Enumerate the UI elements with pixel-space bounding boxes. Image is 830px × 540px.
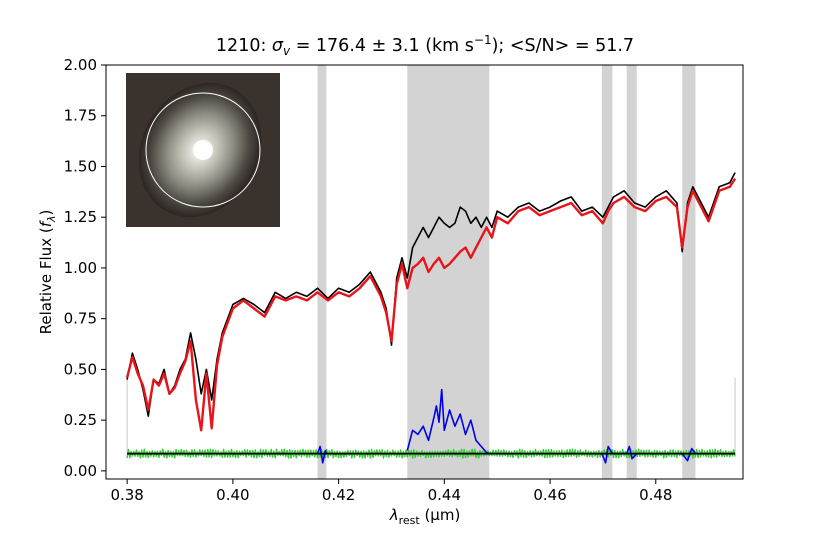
masked-region-1 — [407, 65, 490, 479]
masked-regions — [317, 65, 696, 479]
title-suffix: ); <S/N> = 51.7 — [492, 36, 634, 56]
ylabel-f: f — [37, 219, 55, 227]
series-residual-3 — [681, 447, 697, 462]
y-tick-label-3: 0.75 — [64, 310, 97, 328]
x-axis: 0.38 0.40 0.42 0.44 0.46 0.48 — [110, 479, 672, 504]
y-tick-label-4: 1.00 — [64, 259, 97, 277]
x-tick-label-1: 0.40 — [216, 486, 249, 504]
series-model-line — [125, 177, 737, 432]
galaxy-inset — [126, 73, 280, 227]
y-tick-label-2: 0.50 — [64, 360, 97, 378]
ylabel-sub: λ — [45, 216, 58, 224]
x-tick-label-0: 0.38 — [110, 486, 143, 504]
title-middle: = 176.4 ± 3.1 (km s — [290, 36, 474, 56]
plot-frame — [105, 64, 744, 480]
x-tick-label-5: 0.48 — [639, 486, 672, 504]
title-sigma: σ — [272, 36, 284, 56]
series-lines — [125, 172, 737, 464]
masked-region-4 — [682, 65, 696, 479]
xlabel-lambda: λ — [389, 506, 399, 524]
xlabel-sub: rest — [399, 514, 421, 527]
series-residual-0 — [316, 445, 328, 464]
x-tick-label-2: 0.42 — [322, 486, 355, 504]
y-axis: 0.00 0.25 0.50 0.75 1.00 1.25 1.50 1.75 2.00 — [64, 56, 106, 480]
masked-region-3 — [626, 65, 637, 479]
masked-region-0 — [317, 65, 327, 479]
title-sigma-sub: v — [283, 44, 291, 58]
masked-region-2 — [601, 65, 613, 479]
y-tick-label-0: 0.00 — [64, 462, 97, 480]
y-tick-label-5: 1.25 — [64, 208, 97, 226]
ylabel-main: Relative Flux ( — [37, 227, 55, 334]
aperture-circle — [145, 92, 261, 208]
ylabel-close: ) — [37, 210, 55, 216]
y-tick-label-8: 2.00 — [64, 56, 97, 74]
x-tick-label-4: 0.46 — [533, 486, 566, 504]
edge-lines — [126, 377, 736, 455]
galaxy-core — [193, 140, 213, 160]
y-tick-label-1: 0.25 — [64, 411, 97, 429]
series-residual-1 — [406, 388, 490, 455]
title-exp: −1 — [474, 33, 492, 47]
series-observed-line — [126, 172, 736, 417]
x-tick-label-3: 0.44 — [428, 486, 461, 504]
title-prefix: 1210: — [216, 36, 272, 56]
x-axis-title: λrest (μm) — [389, 506, 461, 527]
xlabel-unit: (μm) — [420, 506, 461, 524]
y-tick-label-7: 1.75 — [64, 107, 97, 125]
y-axis-title: Relative Flux (fλ) — [37, 210, 58, 335]
y-tick-label-6: 1.50 — [64, 157, 97, 175]
chart-title: 1210: σv = 176.4 ± 3.1 (km s−1); <S/N> =… — [216, 33, 634, 58]
